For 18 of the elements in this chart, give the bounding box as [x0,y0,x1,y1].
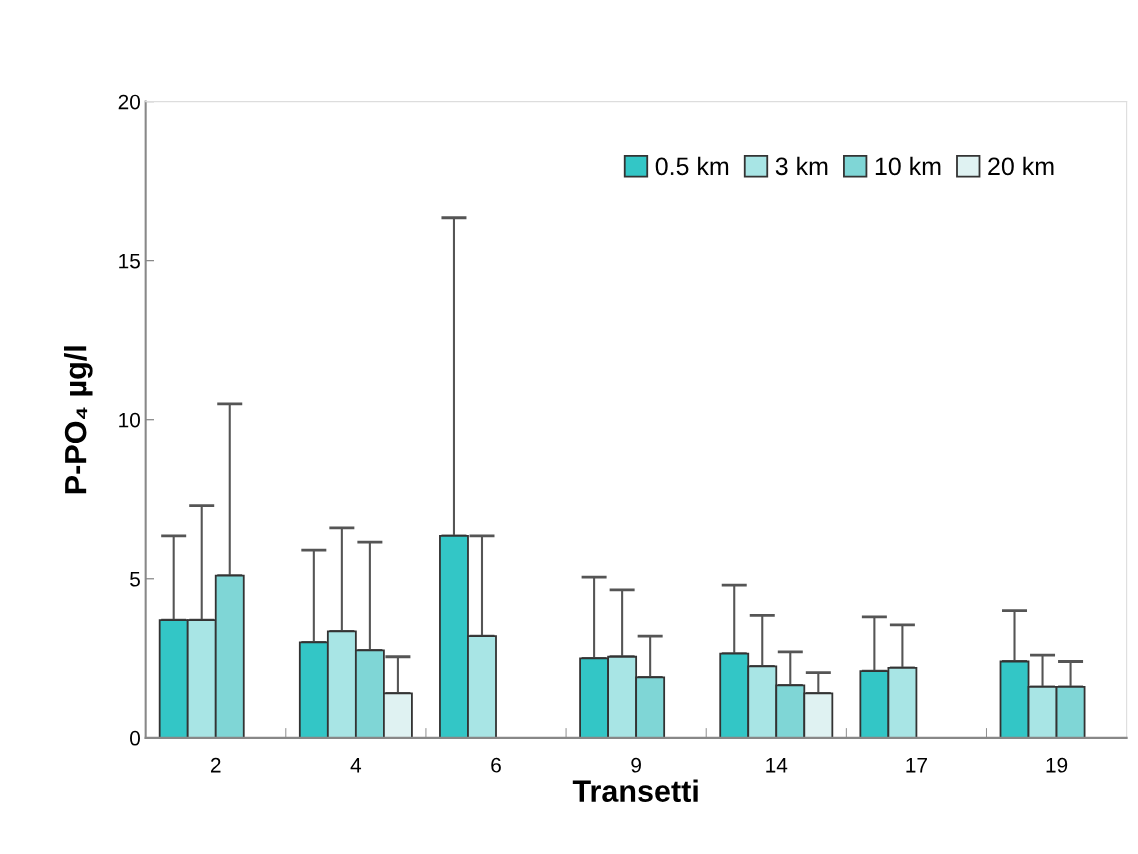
x-tick-label: 9 [631,757,641,773]
x-tick-label: 19 [1046,757,1068,773]
legend-label: 10 km [875,156,941,176]
legend-label: 0.5 km [655,156,729,176]
legend-label: 20 km [988,156,1054,176]
x-tick-label: 14 [766,758,788,773]
x-tick-label: 17 [906,758,927,773]
x-tick-label: 4 [350,758,362,773]
y-tick-label: 0 [130,730,140,746]
x-axis-title: Transetti [572,779,698,802]
y-tick-label: 20 [118,94,140,110]
x-tick-label: 6 [491,757,501,773]
y-tick-label: 15 [119,253,140,269]
y-tick-label: 5 [130,572,140,587]
y-tick-label: 10 [119,412,140,428]
x-tick-label: 2 [210,757,221,773]
y-axis-title: P-PO₄ µg/l [64,346,93,494]
legend-label: 3 km [775,156,828,176]
